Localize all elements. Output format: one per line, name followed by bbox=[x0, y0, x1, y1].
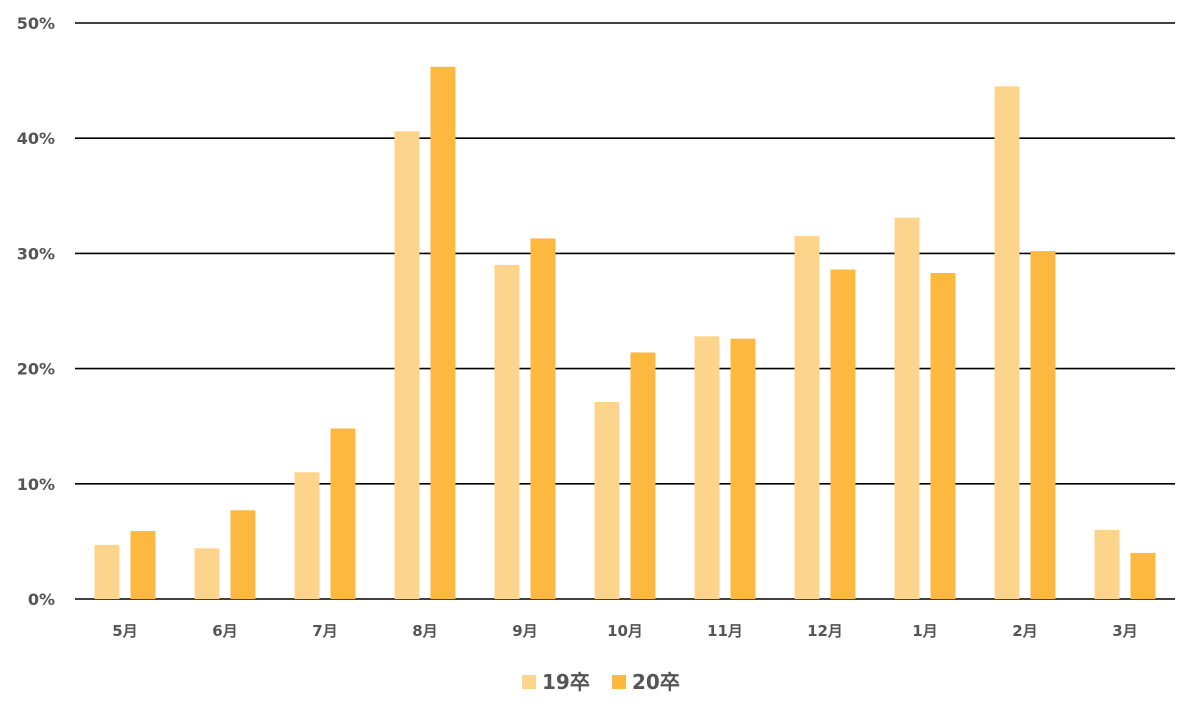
bar-20卒-10月 bbox=[630, 352, 656, 599]
bar-19卒-9月 bbox=[494, 264, 520, 599]
bars bbox=[94, 66, 1156, 600]
bar-20卒-6月 bbox=[230, 510, 256, 599]
x-tick-label: 1月 bbox=[912, 622, 937, 640]
x-tick-label: 7月 bbox=[312, 622, 337, 640]
bar-19卒-11月 bbox=[694, 336, 720, 599]
x-tick-label: 8月 bbox=[412, 622, 437, 640]
y-tick-label: 30% bbox=[17, 244, 55, 263]
bar-19卒-3月 bbox=[1094, 529, 1120, 599]
bar-19卒-1月 bbox=[894, 217, 920, 600]
bar-20卒-8月 bbox=[430, 66, 456, 599]
legend-label: 19卒 bbox=[542, 670, 590, 694]
bar-20卒-1月 bbox=[930, 272, 956, 599]
bar-20卒-11月 bbox=[730, 338, 756, 599]
bar-19卒-12月 bbox=[794, 236, 820, 599]
y-tick-label: 0% bbox=[28, 590, 55, 609]
bar-19卒-7月 bbox=[294, 472, 320, 599]
bar-20卒-9月 bbox=[530, 238, 556, 599]
bar-20卒-2月 bbox=[1030, 251, 1056, 599]
bar-20卒-12月 bbox=[830, 269, 856, 599]
y-axis-ticks: 0% 10% 20% 30% 40% 50% bbox=[17, 14, 55, 609]
bar-19卒-10月 bbox=[594, 402, 620, 599]
x-tick-label: 3月 bbox=[1112, 622, 1137, 640]
bar-19卒-2月 bbox=[994, 86, 1020, 600]
y-tick-label: 10% bbox=[17, 475, 55, 494]
bar-19卒-8月 bbox=[394, 131, 420, 599]
bar-20卒-5月 bbox=[130, 531, 156, 599]
x-tick-label: 2月 bbox=[1012, 622, 1037, 640]
legend-label: 20卒 bbox=[632, 670, 680, 694]
bar-20卒-3月 bbox=[1130, 552, 1156, 599]
gridlines bbox=[75, 22, 1175, 600]
legend: 19卒 20卒 bbox=[522, 670, 680, 694]
y-tick-label: 50% bbox=[17, 14, 55, 33]
x-tick-label: 5月 bbox=[112, 622, 137, 640]
legend-swatch bbox=[522, 675, 536, 689]
x-axis-ticks: 5月 6月 7月 8月 9月 10月 11月 12月 1月 2月 3月 bbox=[112, 622, 1137, 640]
x-tick-label: 12月 bbox=[807, 622, 843, 640]
legend-swatch bbox=[612, 675, 626, 689]
y-tick-label: 40% bbox=[17, 129, 55, 148]
x-tick-label: 11月 bbox=[707, 622, 743, 640]
bar-20卒-7月 bbox=[330, 428, 356, 599]
bar-19卒-6月 bbox=[194, 548, 220, 599]
x-tick-label: 6月 bbox=[212, 622, 237, 640]
bar-19卒-5月 bbox=[94, 544, 120, 599]
y-tick-label: 20% bbox=[17, 360, 55, 379]
x-tick-label: 10月 bbox=[607, 622, 643, 640]
x-tick-label: 9月 bbox=[512, 622, 537, 640]
